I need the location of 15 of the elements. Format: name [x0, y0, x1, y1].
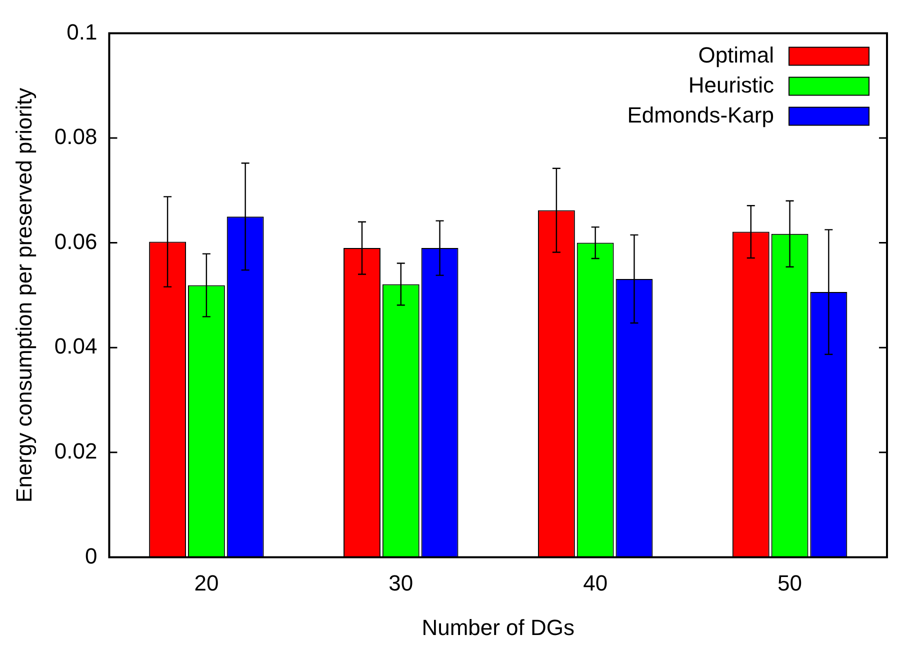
- y-tick-label: 0.06: [54, 228, 98, 254]
- x-axis-title: Number of DGs: [422, 614, 575, 640]
- legend-label: Optimal: [698, 42, 774, 68]
- x-tick-label: 50: [778, 570, 802, 596]
- legend-label: Edmonds-Karp: [627, 102, 774, 128]
- x-tick-label: 30: [388, 570, 414, 596]
- x-tick-label: 20: [194, 570, 219, 596]
- y-tick-label: 0.08: [54, 124, 98, 150]
- legend-label: Heuristic: [688, 72, 774, 98]
- x-tick-label: 40: [583, 570, 608, 596]
- y-axis-title: Energy consumption per preserved priority: [11, 88, 36, 502]
- y-tick-label: 0.1: [66, 19, 98, 44]
- y-tick-label: 0: [84, 543, 98, 568]
- y-tick-label: 0.02: [54, 438, 98, 464]
- y-tick-label: 0.04: [54, 334, 98, 359]
